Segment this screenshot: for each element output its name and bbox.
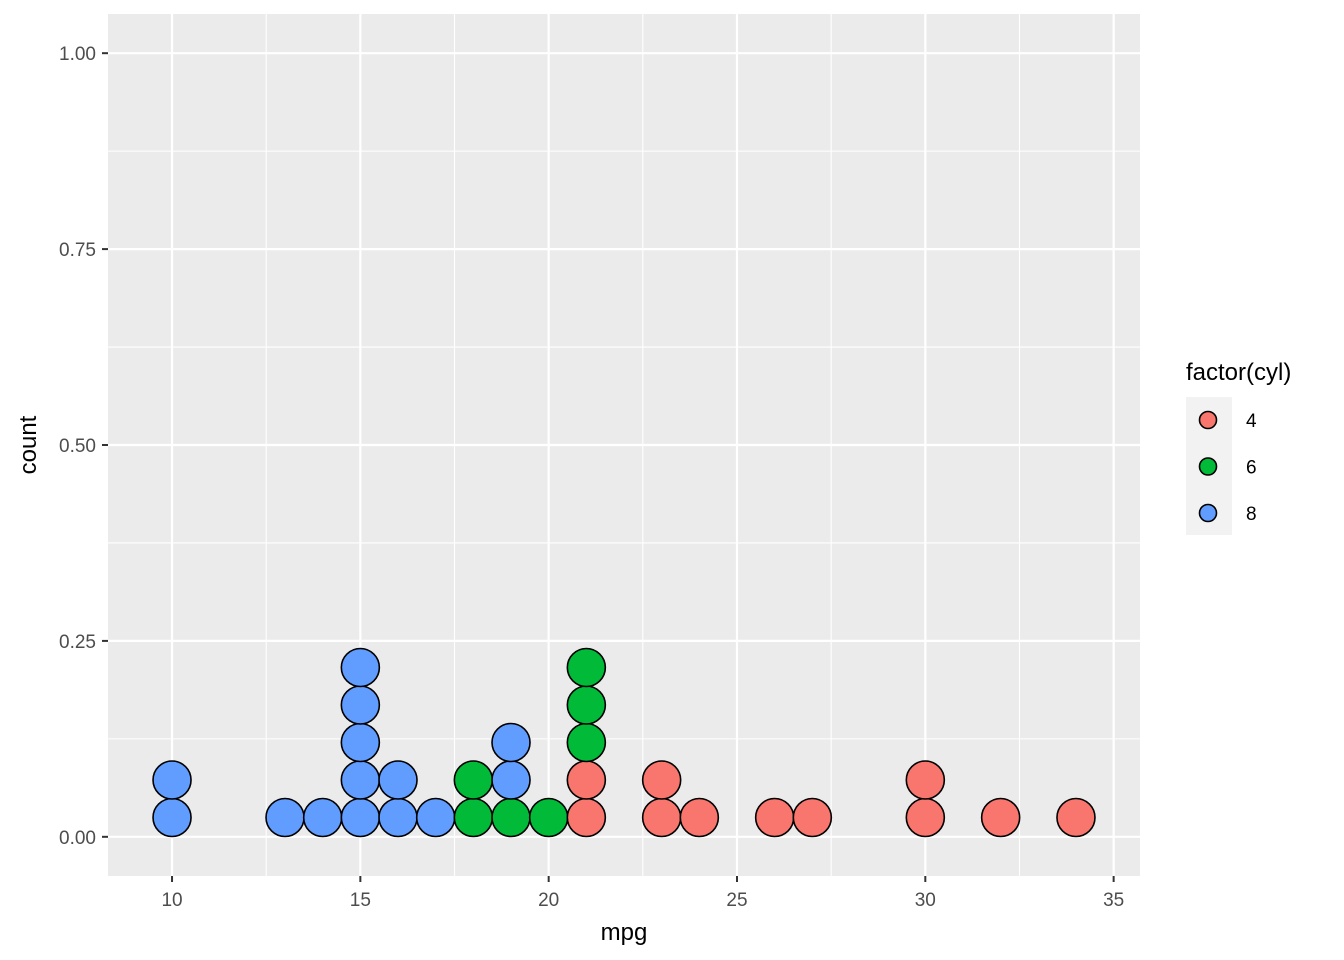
x-tick-label: 35 (1103, 890, 1124, 911)
dot-cyl-4 (905, 760, 946, 800)
dot-cyl-6 (566, 722, 607, 763)
legend-key-4 (1198, 410, 1218, 430)
x-tick-label: 15 (350, 890, 371, 911)
dot-cyl-8 (378, 797, 418, 838)
x-axis-title: mpg (601, 919, 648, 946)
dot-cyl-8 (491, 722, 531, 763)
dot-cyl-8 (340, 760, 381, 800)
dot-cyl-8 (152, 797, 192, 838)
dot-cyl-4 (754, 797, 795, 838)
legend-key-8 (1198, 503, 1218, 523)
dot-cyl-4 (792, 797, 833, 838)
dot-cyl-8 (378, 760, 418, 800)
dot-cyl-6 (453, 797, 494, 838)
legend-key-6 (1198, 457, 1218, 476)
y-tick-label: 0.50 (59, 436, 96, 457)
legend: factor(cyl) 4 6 8 (1186, 359, 1291, 535)
dot-cyl-4 (1056, 797, 1096, 838)
y-tick-label: 0.75 (59, 240, 96, 261)
y-tick-label: 0.00 (59, 828, 96, 849)
x-tick-label: 20 (538, 890, 559, 911)
x-axis: 10 15 20 25 30 35 (161, 876, 1124, 911)
dot-cyl-6 (453, 760, 494, 800)
legend-title: factor(cyl) (1186, 359, 1291, 386)
legend-label-8: 8 (1246, 504, 1257, 525)
dot-cyl-8 (340, 647, 381, 688)
dot-cyl-6 (491, 797, 531, 838)
dot-cyl-8 (340, 797, 381, 838)
dot-cyl-4 (566, 797, 607, 838)
dot-cyl-8 (340, 685, 381, 725)
dot-cyl-8 (302, 797, 343, 838)
dot-cyl-4 (641, 797, 682, 838)
dot-cyl-4 (905, 797, 946, 838)
y-tick-label: 0.25 (59, 632, 96, 653)
dot-cyl-6 (566, 685, 607, 725)
x-tick-label: 10 (161, 890, 182, 911)
dot-cyl-6 (566, 647, 607, 688)
dot-cyl-4 (679, 797, 720, 838)
dot-cyl-6 (528, 797, 569, 838)
x-tick-label: 25 (726, 890, 747, 911)
y-tick-label: 1.00 (59, 44, 96, 65)
dot-cyl-4 (641, 760, 682, 800)
x-tick-label: 30 (915, 890, 936, 911)
dot-cyl-8 (415, 797, 456, 838)
dot-cyl-8 (152, 760, 192, 800)
dot-cyl-8 (491, 760, 531, 800)
dot-layer (152, 647, 1096, 838)
dot-cyl-4 (980, 797, 1021, 838)
legend-label-4: 4 (1246, 411, 1257, 432)
dot-cyl-8 (340, 722, 381, 763)
y-axis-title: count (15, 415, 42, 474)
dot-cyl-4 (566, 760, 607, 800)
legend-entries: 4 6 8 (1198, 410, 1257, 525)
dot-cyl-8 (265, 797, 305, 838)
y-axis: 0.00 0.25 0.50 0.75 1.00 (59, 44, 108, 849)
legend-label-6: 6 (1246, 458, 1257, 479)
